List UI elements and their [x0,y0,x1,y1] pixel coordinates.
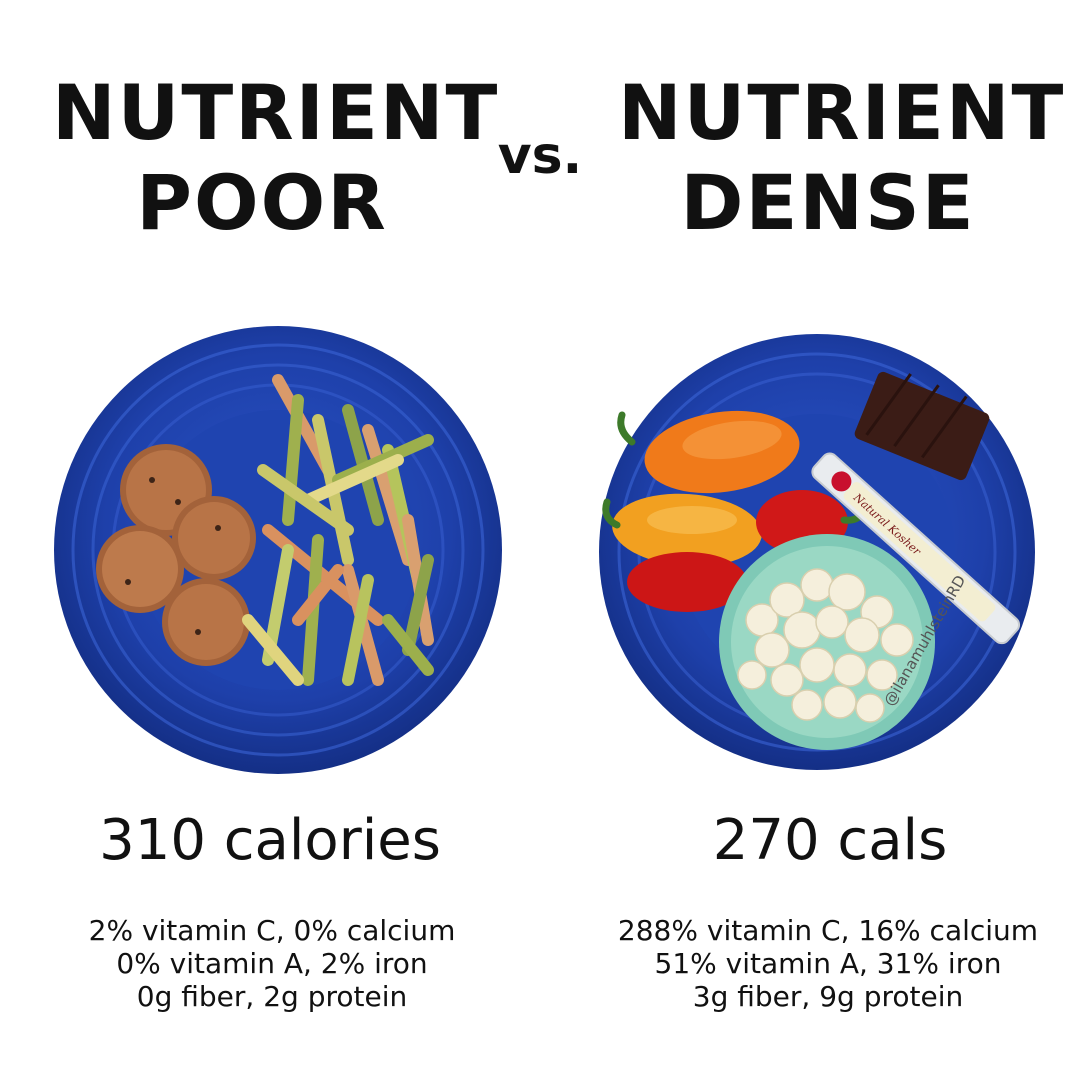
cookies [96,444,256,666]
plate-nutrient-dense: Natural Kosher [592,330,1052,780]
nutrition-facts-left: 2% vitamin C, 0% calcium 0% vitamin A, 2… [22,914,522,1013]
facts-left-line: 2% vitamin C, 0% calcium [88,914,456,947]
calories-right: 270 cals [712,808,948,873]
plate-left-image [54,326,502,774]
vs-label: vs. [497,126,583,186]
heading-left-line2: POOR [136,158,388,247]
heading-left-line1: NUTRIENT [52,68,500,157]
heading-nutrient-poor: NUTRIENT POOR [52,68,500,248]
plate-right-image: Natural Kosher [599,334,1035,770]
dark-chocolate [854,371,990,481]
facts-left-line: 0% vitamin A, 2% iron [116,947,428,980]
veggie-straws [242,374,434,686]
calories-left: 310 calories [99,808,441,873]
heading-right-line2: DENSE [680,158,976,247]
nutrition-facts-right: 288% vitamin C, 16% calcium 51% vitamin … [578,914,1078,1013]
popcorn-bowl [719,534,935,750]
heading-right-line1: NUTRIENT [618,68,1066,157]
heading-nutrient-dense: NUTRIENT DENSE [618,68,1066,248]
mini-peppers [602,410,868,612]
facts-right-line: 51% vitamin A, 31% iron [654,947,1002,980]
facts-left-line: 0g fiber, 2g protein [136,980,408,1013]
facts-right-line: 3g fiber, 9g protein [692,980,964,1013]
facts-right-line: 288% vitamin C, 16% calcium [617,914,1039,947]
plate-nutrient-poor [48,320,508,780]
